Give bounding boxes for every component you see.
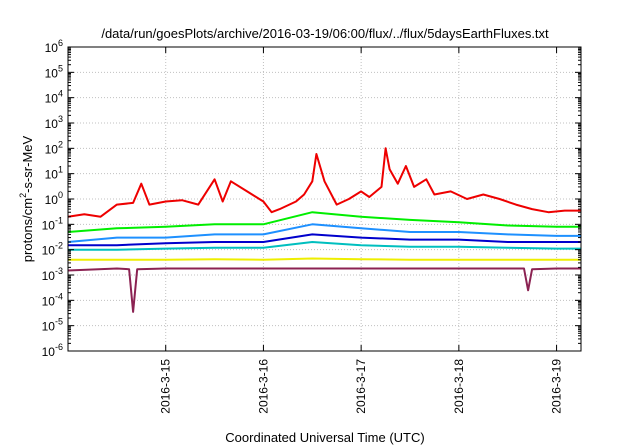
chart-title: /data/run/goesPlots/archive/2016-03-19/0… bbox=[101, 26, 549, 41]
x-tick-label: 2016-3-16 bbox=[256, 359, 270, 414]
y-tick-label: 10-5 bbox=[42, 317, 63, 334]
y-axis-label-sup: 2 bbox=[18, 193, 28, 198]
series-line bbox=[68, 257, 581, 261]
y-tick-label: 101 bbox=[45, 165, 63, 182]
y-tick-label: 104 bbox=[45, 89, 63, 106]
x-tick-label: 2016-3-17 bbox=[354, 359, 368, 414]
series-line bbox=[67, 147, 581, 218]
y-axis-label-rest: -s-sr-MeV bbox=[20, 135, 35, 192]
grid bbox=[68, 47, 581, 351]
y-axis-label: protons/cm2-s-sr-MeV bbox=[18, 135, 35, 262]
series-line bbox=[67, 211, 581, 233]
y-tick-label: 105 bbox=[45, 63, 63, 80]
y-tick-label: 102 bbox=[45, 139, 63, 156]
y-tick-label: 106 bbox=[45, 38, 63, 55]
y-axis: 10-6 10-5 10-4 10-3 10-2 10-1 100 101 102 103 104 1… bbox=[42, 38, 581, 359]
y-tick-label: 10-4 bbox=[42, 291, 63, 308]
y-tick-label: 10-6 bbox=[42, 342, 63, 359]
y-tick-label: 10-1 bbox=[42, 215, 63, 232]
plot-frame bbox=[67, 46, 582, 352]
series-line bbox=[67, 267, 581, 313]
y-tick-label: 100 bbox=[45, 190, 63, 207]
series-line bbox=[67, 223, 581, 243]
y-tick-label: 10-3 bbox=[42, 266, 63, 283]
x-tick-label: 2016-3-18 bbox=[452, 359, 466, 414]
x-axis: 2016-3-15 2016-3-16 2016-3-17 2016-3-18 2016… bbox=[159, 47, 564, 414]
x-axis-label: Coordinated Universal Time (UTC) bbox=[225, 430, 424, 445]
y-tick-label: 103 bbox=[45, 114, 63, 131]
x-tick-label: 2016-3-19 bbox=[550, 359, 564, 414]
series-lines bbox=[67, 147, 581, 313]
y-tick-label: 10-2 bbox=[42, 241, 63, 258]
series-line bbox=[68, 241, 581, 251]
y-axis-label-main: protons/cm bbox=[20, 198, 35, 262]
x-tick-label: 2016-3-15 bbox=[159, 359, 173, 414]
series-line bbox=[68, 233, 581, 247]
